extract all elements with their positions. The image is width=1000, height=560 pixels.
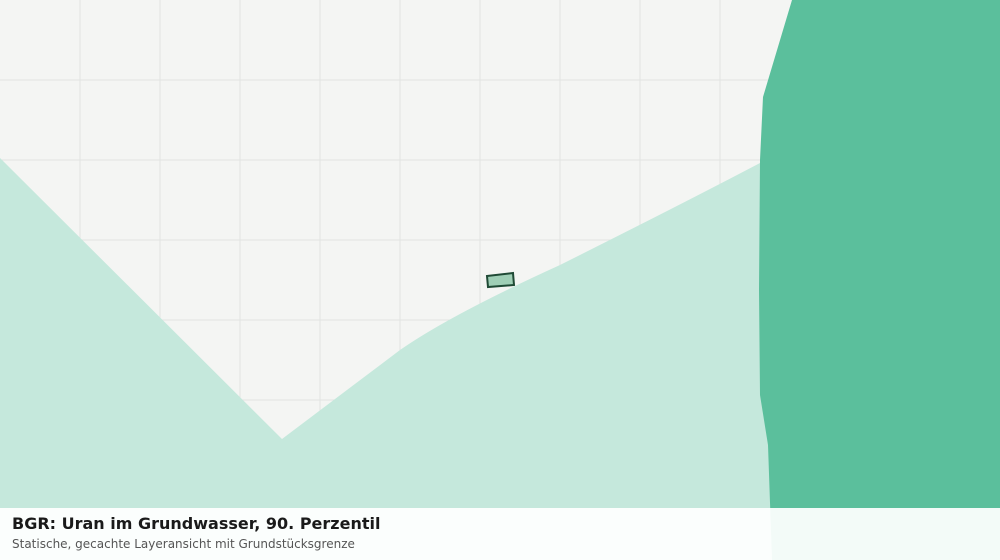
high-value-zone <box>759 0 1000 560</box>
subtitle: Statische, gecachte Layeransicht mit Gru… <box>12 537 355 551</box>
caption: BGR: Uran im Grundwasser, 90. Perzentil … <box>0 508 1000 560</box>
parcel-boundary <box>485 271 516 289</box>
title: BGR: Uran im Grundwasser, 90. Perzentil <box>12 514 381 533</box>
low-value-zone <box>0 158 772 560</box>
